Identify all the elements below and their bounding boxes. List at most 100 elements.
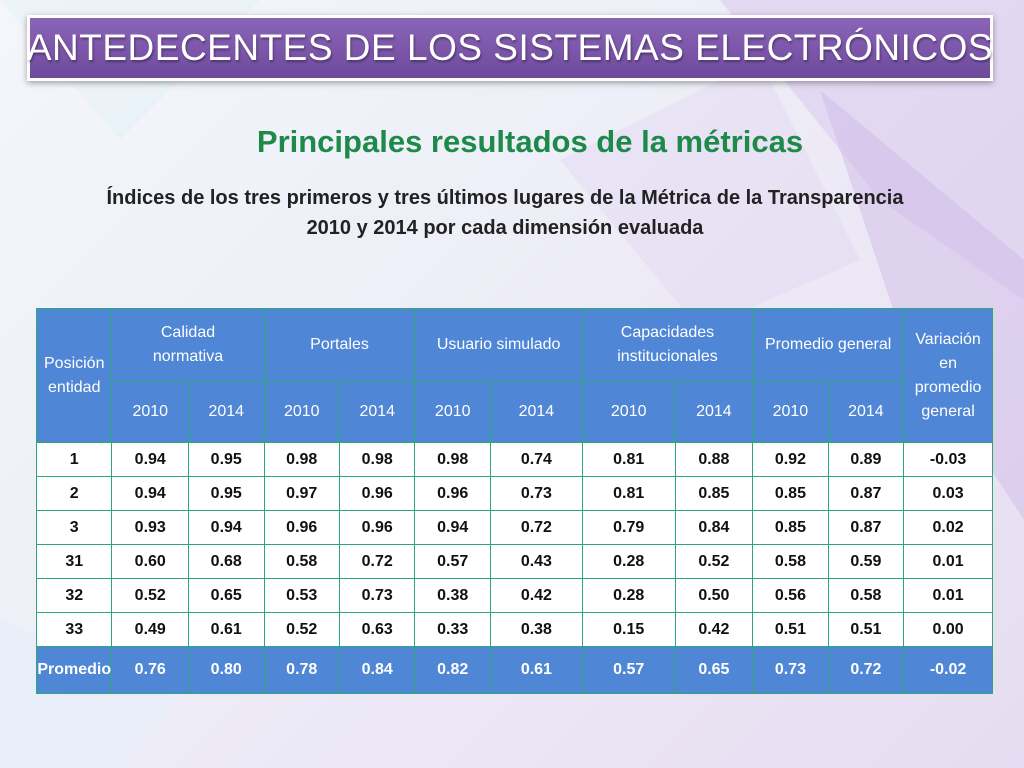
table-cell: 0.43	[489, 544, 583, 579]
table-cell: 0.78	[263, 646, 340, 694]
table-cell: 0.51	[827, 612, 905, 647]
table-cell: 0.60	[111, 544, 189, 579]
table-cell: 0.84	[674, 510, 754, 545]
table-cell: 0.58	[263, 544, 340, 579]
cell-position: 2	[35, 476, 113, 511]
cell-average-label: Promedio	[35, 646, 113, 694]
table-cell: 0.49	[111, 612, 189, 647]
table-cell: 0.52	[674, 544, 754, 579]
caption-line-1: Índices de los tres primeros y tres últi…	[106, 187, 904, 209]
header-year: 2010	[752, 381, 829, 443]
slide-subtitle: Principales resultados de la métricas	[256, 124, 804, 159]
table-cell: 0.68	[188, 544, 265, 579]
table-row: 31 0.60 0.68 0.58 0.72 0.57 0.43 0.28 0.…	[35, 544, 993, 579]
table-cell: 0.38	[489, 612, 583, 647]
table-cell: 0.61	[188, 612, 265, 647]
table-cell: 0.85	[752, 510, 829, 545]
table-cell: 0.73	[489, 476, 583, 511]
table-row: 2 0.94 0.95 0.97 0.96 0.96 0.73 0.81 0.8…	[35, 476, 993, 511]
table-cell: 0.38	[414, 578, 491, 613]
table-cell: 0.61	[489, 646, 583, 694]
table-cell: 0.72	[338, 544, 416, 579]
header-group-promedio: Promedio general	[752, 308, 905, 382]
cell-variation: 0.01	[903, 578, 993, 613]
table-row: 33 0.49 0.61 0.52 0.63 0.33 0.38 0.15 0.…	[35, 612, 993, 647]
table-cell: 0.98	[263, 442, 340, 477]
table-cell: 0.94	[188, 510, 265, 545]
table-cell: 0.96	[263, 510, 340, 545]
table-cell: 0.65	[674, 646, 754, 694]
table-cell: 0.96	[414, 476, 491, 511]
table-row: 32 0.52 0.65 0.53 0.73 0.38 0.42 0.28 0.…	[35, 578, 993, 613]
caption-line-2: 2010 y 2014 por cada dimensión evaluada	[306, 217, 704, 239]
table-cell: 0.72	[489, 510, 583, 545]
table-caption: Índices de los tres primeros y tres últi…	[40, 183, 970, 243]
table-cell: 0.57	[414, 544, 491, 579]
header-variation: Variación en promedio general	[903, 308, 993, 443]
table-row: 1 0.94 0.95 0.98 0.98 0.98 0.74 0.81 0.8…	[35, 442, 993, 477]
cell-variation: -0.03	[903, 442, 993, 477]
table-cell: 0.84	[338, 646, 416, 694]
table-cell: 0.81	[581, 442, 676, 477]
cell-variation: 0.02	[903, 510, 993, 545]
table-cell: 0.79	[581, 510, 676, 545]
header-year: 2010	[414, 381, 491, 443]
header-year: 2010	[111, 381, 189, 443]
cell-position: 33	[35, 612, 113, 647]
table-cell: 0.88	[674, 442, 754, 477]
table-cell: 0.33	[414, 612, 491, 647]
header-year: 2014	[188, 381, 265, 443]
table-cell: 0.57	[581, 646, 676, 694]
cell-variation: -0.02	[903, 646, 993, 694]
table-cell: 0.58	[827, 578, 905, 613]
header-year: 2014	[489, 381, 583, 443]
cell-variation: 0.00	[903, 612, 993, 647]
table-cell: 0.65	[188, 578, 265, 613]
cell-variation: 0.01	[903, 544, 993, 579]
table-cell: 0.56	[752, 578, 829, 613]
table-cell: 0.51	[752, 612, 829, 647]
table-cell: 0.53	[263, 578, 340, 613]
table-cell: 0.81	[581, 476, 676, 511]
average-row: Promedio 0.76 0.80 0.78 0.84 0.82 0.61 0…	[35, 646, 993, 694]
table-cell: 0.52	[111, 578, 189, 613]
cell-position: 1	[35, 442, 113, 477]
table-cell: 0.74	[489, 442, 583, 477]
header-group-usuario: Usuario simulado	[414, 308, 583, 382]
table-cell: 0.85	[674, 476, 754, 511]
table-cell: 0.52	[263, 612, 340, 647]
header-year: 2014	[674, 381, 754, 443]
table-cell: 0.76	[111, 646, 189, 694]
header-year: 2014	[827, 381, 905, 443]
header-row-years: 2010 2014 2010 2014 2010 2014 2010 2014 …	[37, 381, 993, 443]
table-cell: 0.98	[414, 442, 491, 477]
cell-variation: 0.03	[903, 476, 993, 511]
header-group-capacidades: Capacidades institucionales	[581, 308, 754, 382]
table-cell: 0.63	[338, 612, 416, 647]
table-cell: 0.82	[414, 646, 491, 694]
table-cell: 0.59	[827, 544, 905, 579]
cell-position: 31	[35, 544, 113, 579]
table-cell: 0.94	[111, 476, 189, 511]
header-group-calidad: Calidad normativa	[111, 308, 265, 382]
table-cell: 0.95	[188, 442, 265, 477]
header-position: Posición entidad	[35, 308, 113, 443]
cell-position: 3	[35, 510, 113, 545]
slide-title: ANTEDECENTES DE LOS SISTEMAS ELECTRÓNICO…	[26, 27, 994, 68]
table-cell: 0.94	[414, 510, 491, 545]
table-cell: 0.98	[338, 442, 416, 477]
table-cell: 0.87	[827, 510, 905, 545]
header-row-groups: Posición entidad Calidad normativa Porta…	[35, 308, 993, 443]
table-cell: 0.73	[752, 646, 829, 694]
table-cell: 0.73	[338, 578, 416, 613]
table-cell: 0.42	[674, 612, 754, 647]
table-cell: 0.28	[581, 578, 676, 613]
table-cell: 0.94	[111, 442, 189, 477]
table-cell: 0.95	[188, 476, 265, 511]
table-cell: 0.89	[827, 442, 905, 477]
table-cell: 0.96	[338, 476, 416, 511]
cell-position: 32	[35, 578, 113, 613]
table-cell: 0.85	[752, 476, 829, 511]
table-cell: 0.87	[827, 476, 905, 511]
table-cell: 0.42	[489, 578, 583, 613]
